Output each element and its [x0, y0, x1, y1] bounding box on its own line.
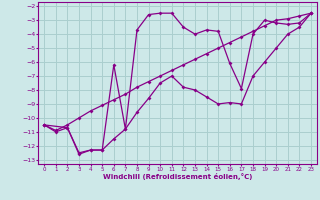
X-axis label: Windchill (Refroidissement éolien,°C): Windchill (Refroidissement éolien,°C) — [103, 173, 252, 180]
